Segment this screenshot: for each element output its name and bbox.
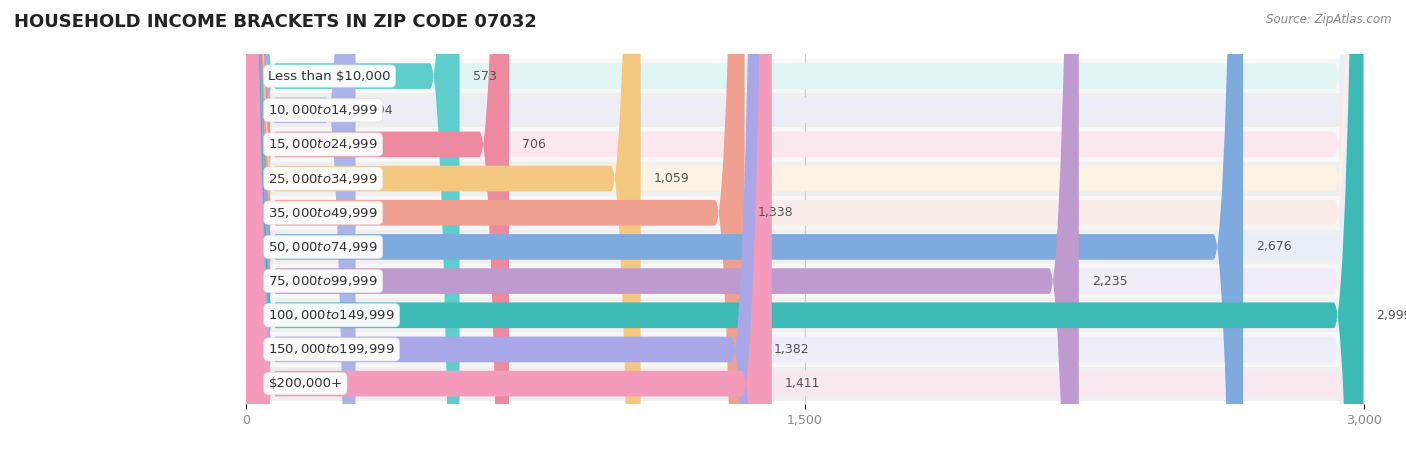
Text: 1,338: 1,338 <box>758 206 793 219</box>
FancyBboxPatch shape <box>246 0 1364 449</box>
Text: 294: 294 <box>368 104 392 117</box>
FancyBboxPatch shape <box>246 196 1364 230</box>
FancyBboxPatch shape <box>246 0 1364 449</box>
FancyBboxPatch shape <box>246 128 1364 162</box>
FancyBboxPatch shape <box>246 0 1243 449</box>
Text: $150,000 to $199,999: $150,000 to $199,999 <box>269 343 395 357</box>
Text: HOUSEHOLD INCOME BRACKETS IN ZIP CODE 07032: HOUSEHOLD INCOME BRACKETS IN ZIP CODE 07… <box>14 13 537 31</box>
Text: $75,000 to $99,999: $75,000 to $99,999 <box>269 274 378 288</box>
FancyBboxPatch shape <box>246 0 641 449</box>
Text: $35,000 to $49,999: $35,000 to $49,999 <box>269 206 378 220</box>
Text: Source: ZipAtlas.com: Source: ZipAtlas.com <box>1267 13 1392 26</box>
FancyBboxPatch shape <box>246 0 761 449</box>
Text: $100,000 to $149,999: $100,000 to $149,999 <box>269 308 395 322</box>
FancyBboxPatch shape <box>246 0 1364 449</box>
FancyBboxPatch shape <box>246 93 1364 128</box>
FancyBboxPatch shape <box>246 162 1364 196</box>
Text: 2,676: 2,676 <box>1256 240 1292 253</box>
Text: 1,059: 1,059 <box>654 172 689 185</box>
Text: 2,999: 2,999 <box>1376 309 1406 322</box>
Text: $200,000+: $200,000+ <box>269 377 343 390</box>
Text: 573: 573 <box>472 70 496 83</box>
Text: $25,000 to $34,999: $25,000 to $34,999 <box>269 172 378 185</box>
Text: $10,000 to $14,999: $10,000 to $14,999 <box>269 103 378 117</box>
Text: 2,235: 2,235 <box>1092 275 1128 288</box>
Text: Less than $10,000: Less than $10,000 <box>269 70 391 83</box>
Text: $15,000 to $24,999: $15,000 to $24,999 <box>269 137 378 151</box>
FancyBboxPatch shape <box>246 0 509 449</box>
FancyBboxPatch shape <box>246 0 1364 449</box>
Text: 1,411: 1,411 <box>785 377 820 390</box>
FancyBboxPatch shape <box>246 0 1364 449</box>
FancyBboxPatch shape <box>246 0 1364 449</box>
FancyBboxPatch shape <box>246 59 1364 93</box>
FancyBboxPatch shape <box>246 0 1364 449</box>
FancyBboxPatch shape <box>246 0 460 449</box>
FancyBboxPatch shape <box>246 0 356 449</box>
FancyBboxPatch shape <box>246 0 745 449</box>
Text: 706: 706 <box>522 138 546 151</box>
FancyBboxPatch shape <box>246 0 1364 449</box>
FancyBboxPatch shape <box>246 0 1364 449</box>
FancyBboxPatch shape <box>246 0 1364 449</box>
FancyBboxPatch shape <box>246 332 1364 366</box>
FancyBboxPatch shape <box>246 366 1364 401</box>
FancyBboxPatch shape <box>246 0 1078 449</box>
FancyBboxPatch shape <box>246 0 772 449</box>
Text: 1,382: 1,382 <box>775 343 810 356</box>
FancyBboxPatch shape <box>246 0 1364 449</box>
FancyBboxPatch shape <box>246 230 1364 264</box>
Text: $50,000 to $74,999: $50,000 to $74,999 <box>269 240 378 254</box>
FancyBboxPatch shape <box>246 264 1364 298</box>
FancyBboxPatch shape <box>246 298 1364 332</box>
